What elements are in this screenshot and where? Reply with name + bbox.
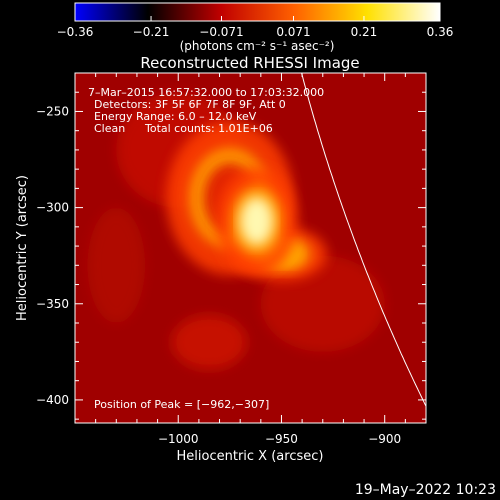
x-tick-label: −1000: [158, 432, 199, 446]
colorbar-tick-label: −0.36: [57, 25, 94, 39]
colorbar: −0.36 −0.21 −0.071 0.071 0.21 0.36 (photons c…: [57, 2, 454, 53]
plot-frame: [74, 72, 427, 424]
colorbar-tick-label: −0.071: [199, 25, 243, 39]
total-counts-text: Total counts: 1.01E+06: [144, 122, 273, 135]
y-tick-label: −250: [36, 104, 69, 118]
x-axis-title: Heliocentric X (arcsec): [177, 449, 324, 464]
colorbar-tick-label: 0.071: [276, 25, 310, 39]
colorbar-unit-label: (photons cm⁻² s⁻¹ asec⁻²): [180, 39, 335, 53]
colorbar-tick-label: −0.21: [133, 25, 170, 39]
diffuse-emission-patch: [87, 207, 146, 323]
chart-title: Reconstructed RHESSI Image: [140, 54, 359, 72]
energy-range-text: Energy Range: 6.0 – 12.0 keV: [94, 110, 257, 123]
y-tick-label: −300: [36, 201, 69, 215]
colorbar-gradient: [74, 2, 441, 22]
x-tick-label: −900: [368, 432, 401, 446]
y-tick-label: −400: [36, 393, 69, 407]
diffuse-emission-patch: [172, 315, 247, 370]
method-text: Clean: [94, 122, 125, 135]
footer-timestamp: 19–May–2022 10:23: [354, 482, 496, 498]
x-axis: −1000 −950 −900: [74, 73, 427, 446]
time-range-text: 7–Mar–2015 16:57:32.000 to 17:03:32.000: [88, 86, 324, 99]
source-core: [239, 196, 274, 246]
x-tick-label: −950: [265, 432, 298, 446]
y-axis-title: Heliocentric Y (arcsec): [15, 175, 30, 321]
peak-position-text: Position of Peak = [−962,−307]: [94, 398, 269, 411]
detectors-text: Detectors: 3F 5F 6F 7F 8F 9F, Att 0: [94, 98, 286, 111]
solar-limb-line: [300, 73, 426, 408]
heatmap-emission: [87, 92, 385, 370]
colorbar-tick-label: 0.36: [427, 25, 454, 39]
y-axis: −250 −300 −350 −400: [36, 72, 426, 420]
colorbar-tick-label: 0.21: [351, 25, 378, 39]
y-tick-label: −350: [36, 297, 69, 311]
